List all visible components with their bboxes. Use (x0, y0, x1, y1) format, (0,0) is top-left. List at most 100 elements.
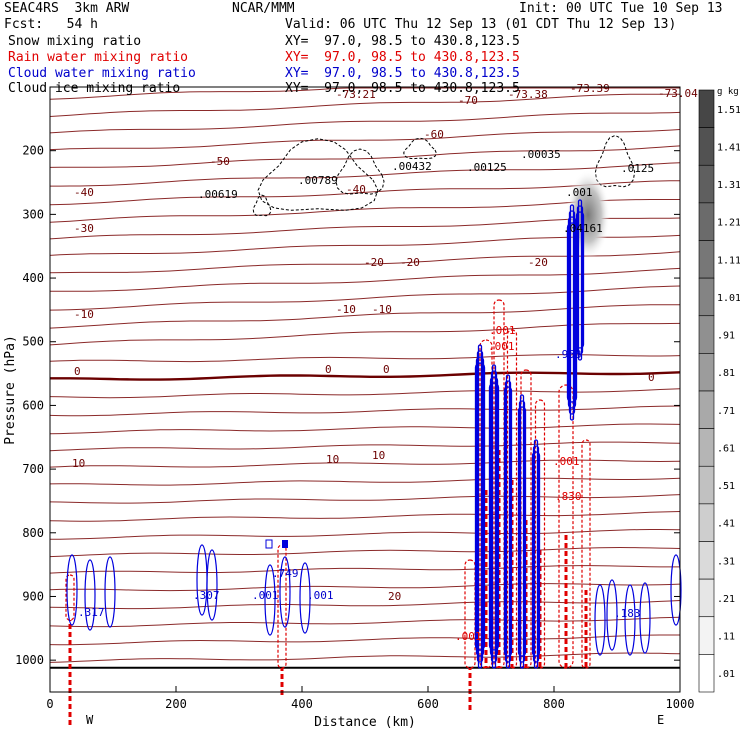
isotherm-label: 10 (326, 453, 339, 466)
y-axis-label: Pressure (hPa) (3, 335, 18, 445)
isotherm-label: -70 (458, 94, 478, 107)
y-tick-label: 700 (22, 462, 44, 476)
colorbar-swatch (698, 89, 715, 128)
colorbar-swatch (698, 428, 715, 467)
cloud-water-contour (206, 549, 218, 621)
colorbar-unit: g kg⁻¹ (717, 87, 740, 97)
isotherm-label: 0 (383, 363, 390, 376)
snow-contour (252, 194, 272, 217)
isotherm-label: -40 (74, 186, 94, 199)
max-value-label: .001 (488, 340, 515, 353)
max-value-label: .953 (555, 348, 582, 361)
isotherm-label: -73.38 (508, 88, 548, 101)
field-label-snow: Snow mixing ratio (8, 34, 142, 49)
cloud-water-contour (567, 216, 577, 409)
cloud-water-contour (517, 406, 527, 657)
isotherm (50, 162, 681, 187)
cloud-water-contour (505, 374, 511, 669)
max-value-label: .00789 (298, 174, 338, 187)
colorbar-label: 1.21 (717, 218, 740, 229)
cloud-water-contour (84, 559, 96, 631)
cloud-water-contour (279, 556, 291, 628)
isotherm-label: -73.21 (336, 88, 376, 101)
cloud-water-contour (533, 439, 539, 669)
colorbar-swatch (698, 240, 715, 279)
max-value-label: .830 (555, 490, 582, 503)
isotherm-label: 0 (325, 363, 332, 376)
colorbar-swatch (698, 465, 715, 505)
rain-contour (534, 399, 546, 669)
y-tick-label: 600 (22, 398, 44, 412)
isotherm-label: -30 (74, 222, 94, 235)
cloud-water-contour (531, 451, 541, 657)
cloud-water-max (282, 540, 288, 548)
snow-contour (257, 138, 379, 211)
isotherm-label: 0 (648, 371, 655, 384)
cloud-water-contour (66, 554, 78, 626)
field-xy-cloud-water: XY= 97.0, 98.5 to 430.8,123.5 (285, 66, 520, 81)
colorbar-swatch (698, 353, 715, 392)
colorbar-label: .81 (717, 368, 735, 379)
cloud-water-contour (577, 199, 583, 361)
isotherm (49, 111, 681, 134)
snow-contour (403, 137, 437, 160)
cloud-water-contour (503, 386, 513, 657)
y-tick-label: 1000 (15, 653, 44, 667)
colorbar-label: 1.51 (717, 105, 740, 116)
west-label: W (86, 713, 94, 727)
colorbar-label: 1.01 (717, 293, 740, 304)
colorbar-swatch (698, 127, 715, 166)
valid-time: Valid: 06 UTC Thu 12 Sep 13 (01 CDT Thu … (285, 17, 677, 32)
isotherm-label: -20 (364, 256, 384, 269)
colorbar-label: .31 (717, 556, 735, 567)
field-label-rain: Rain water mixing ratio (8, 50, 189, 65)
colorbar-swatch (698, 277, 715, 317)
isotherm (49, 634, 680, 646)
cloud-water-contour (670, 554, 682, 626)
cloud-water-contour (476, 350, 484, 663)
field-xy-snow: XY= 97.0, 98.5 to 430.8,123.5 (285, 34, 520, 49)
max-value-label: .001 (566, 186, 593, 199)
field-label-cloud-ice: Cloud ice mixing ratio (8, 81, 181, 96)
isotherm (49, 477, 681, 486)
isotherm-label: -73.39 (570, 82, 610, 95)
mixing-ratio-contours (65, 134, 682, 725)
isotherm (50, 371, 681, 381)
isotherm-label: -20 (528, 256, 548, 269)
colorbar-swatch (698, 202, 715, 241)
cloud-water-contour (569, 204, 575, 421)
colorbar-swatch (698, 315, 715, 354)
isotherm (49, 652, 681, 663)
x-tick-label: 200 (165, 697, 187, 711)
isotherm-label: 10 (372, 449, 385, 462)
isotherm (49, 616, 681, 628)
cloud-water-contour (576, 205, 584, 355)
isotherm (49, 494, 681, 504)
colorbar: 1.51 1.41 1.31 1.21 1.11 1.01 .91 .81 .71 .61 .51.… (698, 87, 740, 693)
colorbar-swatch (698, 541, 715, 580)
isotherm (49, 145, 681, 168)
isotherm (49, 546, 681, 558)
colorbar-swatch (698, 164, 715, 204)
colorbar-label: .91 (717, 331, 735, 342)
isotherm (49, 423, 681, 435)
isotherm-label: -40 (346, 183, 366, 196)
max-value-label: .001 (307, 589, 334, 602)
cloud-water-contour (475, 356, 485, 657)
isotherm (49, 93, 680, 117)
isotherm (49, 388, 681, 399)
cloud-water-contour (477, 344, 483, 669)
rain-contour (65, 574, 75, 621)
field-label-cloud-water: Cloud water mixing ratio (8, 66, 196, 81)
x-tick-label: 0 (46, 697, 53, 711)
isotherm-label: -73.04 (658, 87, 698, 100)
isotherm (49, 129, 681, 151)
colorbar-swatch (698, 654, 715, 693)
colorbar-swatch (698, 578, 715, 618)
contour-labels: -73.04 -73.21 -73.38 -73.39 -70 -60 -50 -40 -40 -… (72, 82, 698, 643)
max-value-label: .001 (252, 589, 279, 602)
isotherm (49, 87, 680, 100)
snow-contour (335, 148, 385, 195)
cloud-water-contour (491, 364, 497, 669)
y-tick-label: 400 (22, 271, 44, 285)
